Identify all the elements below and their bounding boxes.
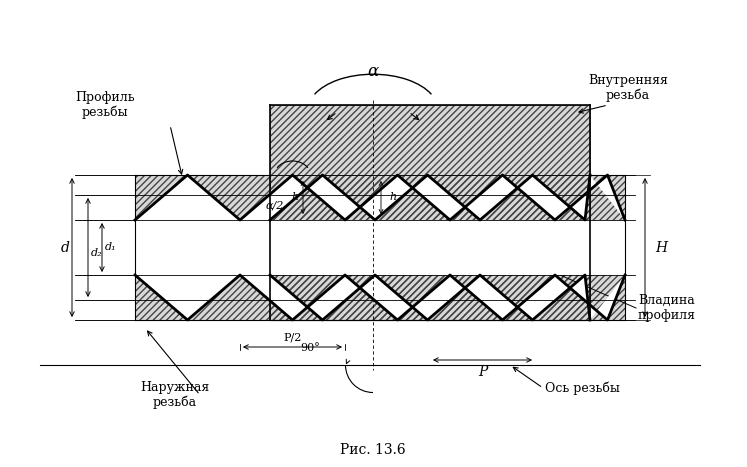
Text: 90°: 90°: [300, 343, 320, 353]
Polygon shape: [135, 275, 625, 320]
Text: Рис. 13.6: Рис. 13.6: [340, 443, 406, 457]
Text: Внутренняя
резьба: Внутренняя резьба: [588, 74, 668, 102]
Text: α/2: α/2: [265, 201, 284, 211]
Polygon shape: [135, 175, 625, 220]
Polygon shape: [590, 220, 625, 275]
Text: H: H: [655, 241, 667, 255]
Text: h: h: [389, 192, 396, 203]
Text: P: P: [478, 365, 487, 379]
Text: Наружная
резьба: Наружная резьба: [140, 381, 210, 409]
Polygon shape: [135, 175, 625, 320]
Text: h: h: [292, 192, 299, 203]
Text: P/2: P/2: [283, 332, 302, 342]
Text: α: α: [368, 64, 379, 80]
Polygon shape: [135, 220, 270, 275]
Text: d₂: d₂: [91, 248, 103, 257]
Polygon shape: [270, 220, 590, 275]
Text: d: d: [61, 241, 69, 255]
Text: d₁: d₁: [105, 242, 117, 253]
Text: Ось резьбы: Ось резьбы: [545, 381, 620, 395]
Text: Профиль
резьбы: Профиль резьбы: [75, 91, 134, 119]
Polygon shape: [270, 105, 590, 320]
Text: Владина
профиля: Владина профиля: [638, 294, 696, 322]
